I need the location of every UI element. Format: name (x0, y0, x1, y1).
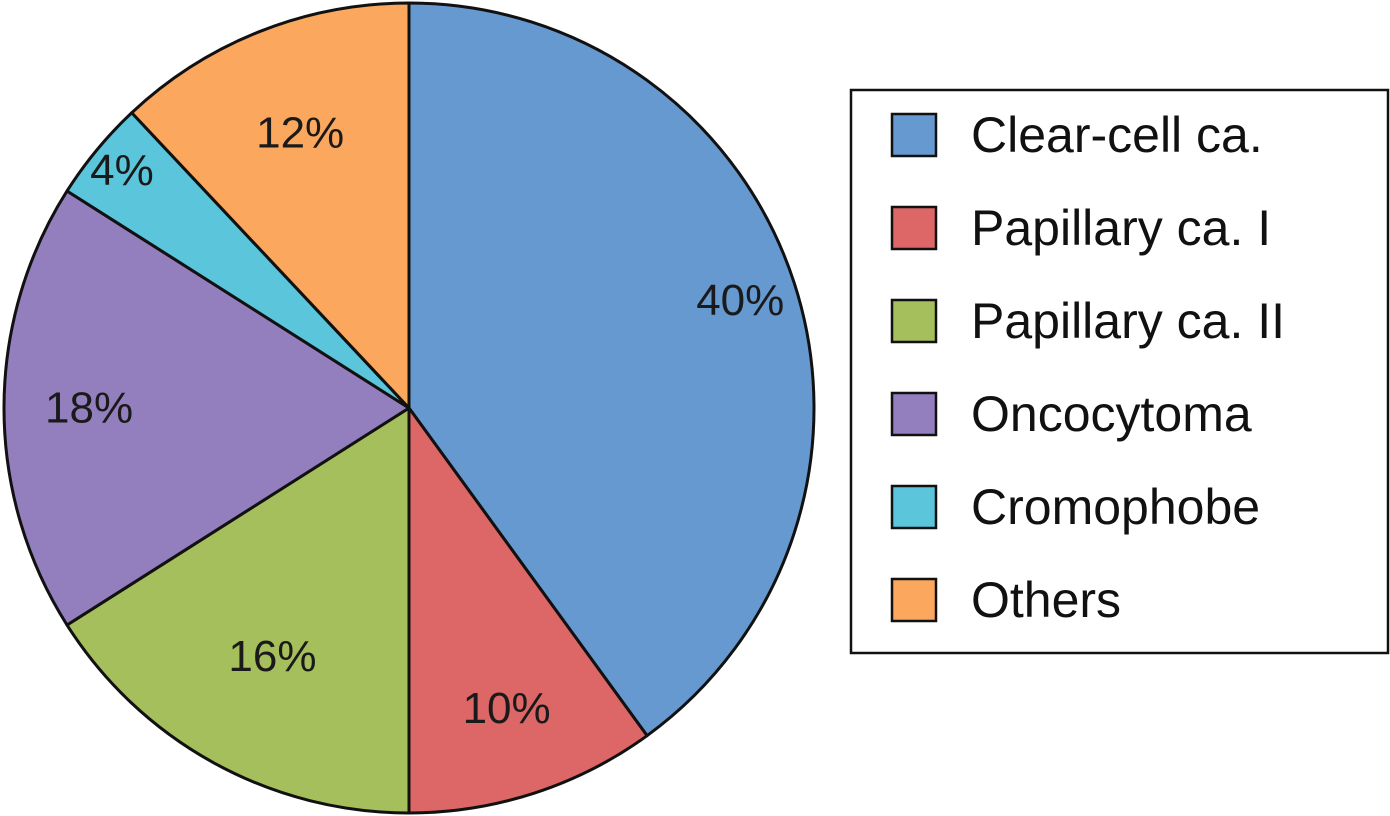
slice-label-papillary-ca-i: 10% (463, 684, 551, 733)
pie-slices (2, 1, 816, 815)
legend-label-oncocytoma: Oncocytoma (971, 386, 1252, 442)
slice-label-oncocytoma: 18% (45, 384, 133, 433)
pie-slice-clear-cell-ca (407, 1, 816, 738)
pie-slice-papillary-ca-ii (65, 406, 411, 815)
legend-label-clear-cell-ca: Clear-cell ca. (971, 107, 1263, 163)
legend-label-papillary-ca-ii: Papillary ca. II (971, 293, 1285, 349)
slice-label-cromophobe: 4% (90, 146, 154, 195)
slice-label-others: 12% (256, 109, 344, 158)
pie-slice-labels: 40% 10% 16% 18% 4% 12% (45, 109, 784, 733)
legend-swatch-oncocytoma (890, 391, 938, 437)
slice-label-papillary-ca-ii: 16% (228, 632, 316, 681)
legend-label-cromophobe: Cromophobe (971, 479, 1260, 535)
pie-slice-oncocytoma (2, 189, 411, 627)
legend-label-papillary-ca-i: Papillary ca. I (971, 200, 1271, 256)
slice-label-clear-cell-ca: 40% (696, 276, 784, 325)
pie-slice-others (130, 1, 411, 410)
pie-slice-papillary-ca-i (407, 406, 649, 815)
legend-swatch-papillary-ca-ii (890, 298, 938, 344)
legend-swatch-papillary-ca-i (890, 205, 938, 251)
legend-label-others: Others (971, 572, 1121, 628)
legend-swatch-clear-cell-ca (890, 112, 938, 158)
legend-swatch-others (890, 577, 938, 623)
legend-swatch-cromophobe (890, 484, 938, 530)
legend-box (849, 88, 1390, 655)
legend: Clear-cell ca. Papillary ca. I Papillary c… (849, 88, 1390, 655)
